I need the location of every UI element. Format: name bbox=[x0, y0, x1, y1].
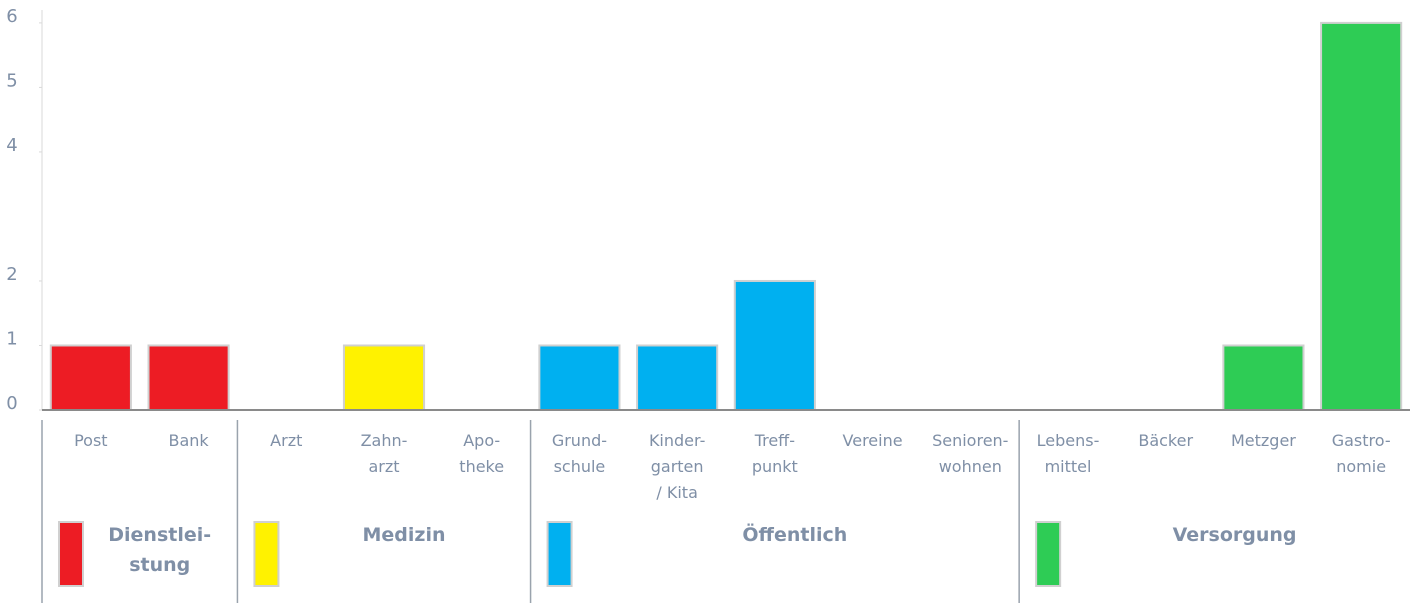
legend-label: Medizin bbox=[362, 524, 446, 546]
x-tick-label: Zahn- arzt bbox=[360, 431, 408, 476]
bar bbox=[733, 279, 816, 411]
bar bbox=[538, 344, 621, 411]
x-tick-label: Bank bbox=[168, 431, 209, 450]
x-tick-label: Gastro- nomie bbox=[1331, 431, 1391, 476]
y-tick-label: 1 bbox=[6, 328, 17, 349]
x-tick-label: Post bbox=[74, 431, 108, 450]
legend-label: Dienstlei- stung bbox=[108, 524, 212, 576]
legend-swatch bbox=[546, 521, 573, 587]
bar bbox=[1320, 21, 1403, 411]
bar bbox=[49, 344, 132, 411]
bar bbox=[147, 344, 230, 411]
x-tick-label: Lebens- mittel bbox=[1036, 431, 1100, 476]
x-tick-label: Grund- schule bbox=[551, 431, 608, 476]
y-tick-label: 5 bbox=[6, 70, 17, 91]
legend-swatch bbox=[1035, 521, 1062, 587]
x-tick-label: Treff- punkt bbox=[751, 431, 798, 476]
x-tick-label: Kinder- garten / Kita bbox=[648, 431, 706, 502]
x-tick-label: Arzt bbox=[270, 431, 303, 450]
x-tick-label: Metzger bbox=[1230, 431, 1296, 450]
x-tick-label: Vereine bbox=[842, 431, 903, 450]
y-tick-label: 2 bbox=[6, 264, 17, 285]
y-tick-label: 6 bbox=[6, 6, 17, 27]
bar bbox=[342, 344, 426, 411]
y-tick-label: 4 bbox=[6, 135, 17, 156]
bar bbox=[636, 344, 719, 411]
x-tick-label: Senioren- wohnen bbox=[932, 431, 1009, 476]
x-tick-label: Apo- theke bbox=[459, 431, 505, 476]
y-tick-label: 0 bbox=[6, 393, 17, 414]
legend-swatch bbox=[58, 521, 84, 587]
legend-swatch bbox=[253, 521, 280, 587]
legend-label: Versorgung bbox=[1172, 524, 1297, 546]
x-tick-label: Bäcker bbox=[1138, 431, 1194, 450]
legend-label: Öffentlich bbox=[742, 524, 848, 546]
bar bbox=[1222, 344, 1305, 411]
